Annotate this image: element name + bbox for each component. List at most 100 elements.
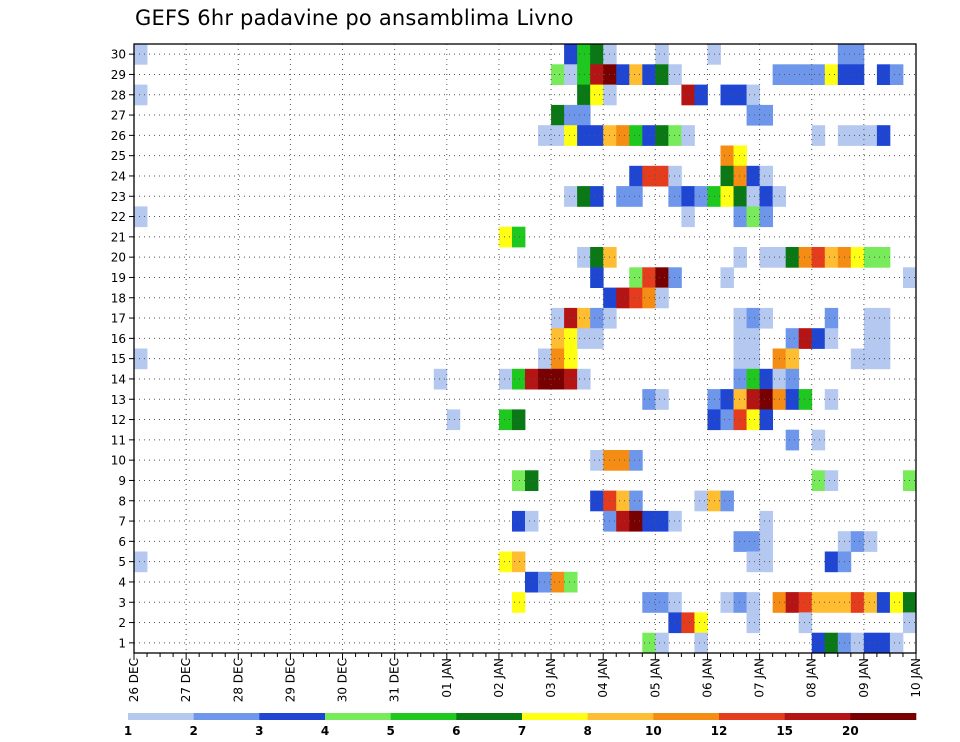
heatmap-cell (498, 226, 513, 248)
heatmap-cell (511, 226, 526, 248)
heatmap-cell (785, 389, 800, 410)
grid-lines (134, 44, 916, 653)
heatmap-cell (785, 64, 800, 85)
heatmap-cell (720, 84, 734, 106)
colorbar-swatch (587, 713, 654, 720)
heatmap-cell (720, 267, 734, 288)
heatmap-cell (876, 247, 891, 268)
heatmap-cell (551, 571, 565, 593)
colorbar-swatch (522, 713, 588, 720)
heatmap-cell (655, 165, 669, 187)
y-tick-label: 4 (118, 575, 126, 589)
heatmap-cell (433, 368, 448, 390)
heatmap-cell (850, 592, 865, 613)
heatmap-cell (863, 328, 878, 349)
x-tick-label: 29 DEC (283, 658, 297, 702)
heatmap-cell (876, 592, 891, 613)
heatmap-cell (681, 612, 695, 634)
heatmap-cell (590, 84, 604, 106)
heatmap-cell (564, 64, 578, 85)
heatmap-cell (746, 612, 760, 634)
y-tick-label: 25 (111, 149, 126, 163)
heatmap-cell (720, 490, 734, 512)
heatmap-cell (811, 247, 826, 268)
heatmap-cell (551, 125, 565, 146)
heatmap-cell (733, 206, 747, 228)
heatmap-cell (134, 551, 148, 573)
heatmap-cell (655, 125, 669, 146)
heatmap-cell (746, 165, 760, 187)
heatmap-cell (564, 44, 578, 65)
x-tick-label: 06 JAN (700, 658, 714, 698)
heatmap-cell (629, 510, 643, 532)
heatmap-cell (616, 450, 630, 471)
heatmap-cell (590, 450, 604, 471)
x-tick-label: 10 JAN (909, 658, 923, 698)
heatmap-cell (681, 206, 695, 228)
heatmap-cell (850, 125, 865, 146)
heatmap-cell (629, 125, 643, 146)
heatmap-cell (824, 551, 839, 573)
heatmap-cell (551, 307, 565, 329)
y-tick-label: 11 (111, 433, 126, 447)
heatmap-cell (850, 247, 865, 268)
x-tick-label: 03 JAN (544, 658, 558, 698)
heatmap-cell (824, 389, 839, 410)
heatmap-cell (876, 125, 891, 146)
heatmap-cell (850, 348, 865, 370)
heatmap-cell (668, 267, 682, 288)
heatmap-cell (629, 64, 643, 85)
heatmap-cell (564, 186, 578, 207)
colorbar-label: 15 (776, 724, 793, 738)
heatmap-cell (798, 592, 813, 613)
heatmap-cell (798, 64, 813, 85)
x-tick-label: 01 JAN (440, 658, 454, 698)
heatmap-cell (824, 470, 839, 491)
y-tick-label: 26 (111, 129, 126, 143)
heatmap-cell (759, 206, 774, 228)
colorbar-label: 7 (518, 724, 526, 738)
y-tick-label: 10 (111, 454, 126, 468)
heatmap-cell (590, 247, 604, 268)
heatmap-cell (863, 247, 878, 268)
x-tick-label: 26 DEC (127, 658, 141, 702)
heatmap-cell (759, 531, 774, 552)
heatmap-cell (629, 267, 643, 288)
chart-title: GEFS 6hr padavine po ansamblima Livno (135, 6, 574, 30)
y-tick-label: 22 (111, 210, 126, 224)
y-tick-label: 18 (111, 291, 126, 305)
heatmap-cell (811, 429, 826, 451)
heatmap-cell (590, 125, 604, 146)
heatmap-cell (694, 186, 708, 207)
heatmap-cell (616, 510, 630, 532)
heatmap-cell (811, 470, 826, 491)
colorbar-label: 8 (583, 724, 591, 738)
y-tick-label: 5 (118, 555, 126, 569)
heatmap-cell (551, 368, 565, 390)
heatmap-cell (616, 186, 630, 207)
y-tick-label: 3 (118, 596, 126, 610)
heatmap-cell (681, 84, 695, 106)
x-tick-label: 07 JAN (753, 658, 767, 698)
heatmap-cell (134, 206, 148, 228)
x-tick-label: 28 DEC (231, 658, 245, 702)
heatmap-cell (655, 510, 669, 532)
heatmap-cell (824, 328, 839, 349)
heatmap-cell (694, 632, 708, 654)
heatmap-cell (577, 64, 591, 85)
heatmap-cell (668, 612, 682, 634)
heatmap-cell (446, 409, 461, 431)
colorbar-label: 6 (452, 724, 460, 738)
heatmap-cell (616, 64, 630, 85)
x-tick-label: 08 JAN (805, 658, 819, 698)
heatmap-cell (511, 368, 526, 390)
heatmap-cell (511, 510, 526, 532)
heatmap-cell (733, 348, 747, 370)
heatmap-cell (498, 551, 513, 573)
y-tick-label: 1 (118, 636, 126, 650)
heatmap-cell (759, 368, 774, 390)
heatmap-cell (655, 44, 669, 65)
colorbar-swatch (390, 713, 457, 720)
heatmap-cell (525, 470, 539, 491)
